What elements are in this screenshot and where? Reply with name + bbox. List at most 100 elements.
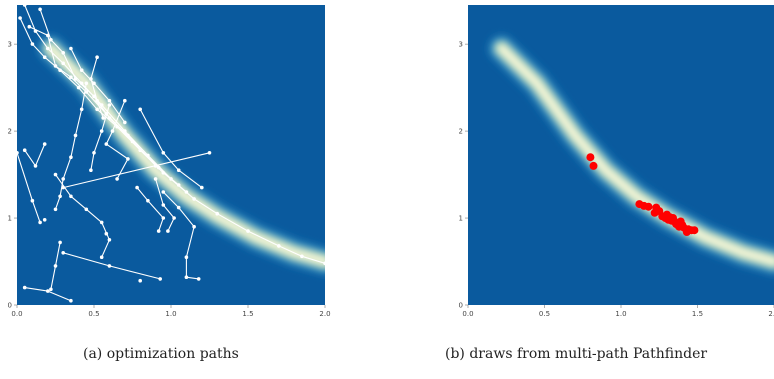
optimization-path-18 bbox=[139, 109, 203, 189]
path-point bbox=[95, 98, 99, 103]
x-tick-label: 2.0 bbox=[768, 310, 774, 318]
path-point bbox=[95, 55, 99, 59]
x-tick-label: 1.5 bbox=[242, 310, 253, 318]
path-point bbox=[22, 285, 27, 290]
path-point bbox=[156, 165, 161, 170]
path-point bbox=[58, 240, 62, 245]
path-point bbox=[38, 7, 42, 12]
path-point bbox=[53, 264, 58, 268]
path-point bbox=[323, 261, 325, 266]
path-point bbox=[79, 107, 84, 112]
path-point bbox=[107, 264, 112, 268]
path-point bbox=[115, 177, 119, 181]
y-tick-label: 0 bbox=[459, 302, 463, 310]
path-point bbox=[18, 16, 22, 20]
path-point bbox=[99, 129, 104, 133]
path-point bbox=[138, 148, 142, 152]
path-point bbox=[79, 68, 84, 72]
y-tick-label: 1 bbox=[459, 215, 463, 223]
path-point bbox=[84, 207, 89, 212]
path-point bbox=[196, 277, 201, 281]
path-point bbox=[61, 251, 65, 255]
path-point bbox=[138, 107, 142, 112]
path-point bbox=[22, 5, 27, 7]
path-point bbox=[123, 120, 127, 125]
x-tick-label: 1.0 bbox=[165, 310, 176, 318]
path-point bbox=[146, 153, 150, 158]
path-point bbox=[42, 55, 47, 59]
path-point bbox=[89, 77, 93, 81]
optimization-path-9 bbox=[63, 152, 210, 189]
path-point bbox=[104, 142, 109, 146]
path-point bbox=[42, 218, 47, 222]
path-point bbox=[79, 81, 84, 86]
panel-a-y-axis: 0 1 2 3 bbox=[8, 41, 17, 310]
path-point bbox=[200, 185, 204, 190]
x-tick-label: 0.0 bbox=[11, 310, 22, 318]
path-point bbox=[176, 168, 181, 172]
optimization-path-17 bbox=[90, 57, 104, 119]
path-point bbox=[207, 151, 212, 155]
path-point bbox=[107, 116, 112, 120]
path-point bbox=[99, 220, 104, 225]
path-point bbox=[61, 185, 65, 190]
path-point bbox=[161, 171, 166, 175]
y-tick-label: 2 bbox=[8, 128, 12, 136]
x-tick-label: 0.5 bbox=[539, 310, 550, 318]
path-point bbox=[156, 229, 161, 233]
density-contour-6 bbox=[499, 46, 774, 264]
path-point bbox=[246, 229, 250, 233]
pathfinder-draw bbox=[690, 226, 699, 235]
path-point bbox=[135, 185, 139, 190]
x-tick-label: 2.0 bbox=[319, 310, 330, 318]
panel-b-density-band bbox=[486, 33, 774, 277]
path-point bbox=[33, 29, 38, 33]
path-point bbox=[192, 224, 196, 229]
path-point bbox=[123, 98, 127, 103]
x-tick-label: 1.0 bbox=[615, 310, 626, 318]
y-tick-label: 3 bbox=[459, 41, 463, 49]
path-point bbox=[130, 139, 135, 144]
path-point bbox=[184, 255, 189, 259]
caption-b: (b) draws from multi-path Pathfinder bbox=[445, 346, 708, 362]
path-point bbox=[101, 116, 105, 120]
path-point bbox=[110, 129, 115, 133]
path-point bbox=[92, 94, 96, 99]
panel-b-pathfinder-draws: 0.0 0.5 1.0 1.5 2.0 0 1 2 3 bbox=[459, 5, 774, 318]
path-point bbox=[146, 198, 150, 203]
path-point bbox=[107, 98, 112, 103]
path-point bbox=[215, 211, 219, 216]
path-point bbox=[42, 142, 47, 146]
path-point bbox=[73, 133, 78, 138]
caption-a: (a) optimization paths bbox=[83, 346, 239, 362]
path-point bbox=[46, 289, 50, 293]
optimization-path-20 bbox=[136, 187, 164, 232]
path-point bbox=[92, 81, 96, 86]
path-point bbox=[184, 190, 189, 194]
panel-b-x-axis: 0.0 0.5 1.0 1.5 2.0 bbox=[462, 305, 774, 318]
path-point bbox=[161, 151, 166, 155]
panel-a-path-points bbox=[17, 5, 325, 303]
path-point bbox=[69, 46, 73, 51]
y-tick-label: 2 bbox=[459, 128, 463, 136]
path-point bbox=[76, 85, 81, 90]
path-point bbox=[161, 203, 166, 207]
x-tick-label: 0.0 bbox=[462, 310, 473, 318]
path-point bbox=[84, 81, 89, 86]
path-point bbox=[17, 151, 19, 155]
panel-b-draws bbox=[586, 153, 699, 236]
path-point bbox=[61, 61, 65, 66]
optimization-path-8 bbox=[55, 174, 110, 258]
path-point bbox=[46, 46, 50, 51]
path-point bbox=[104, 111, 109, 116]
path-point bbox=[99, 103, 104, 107]
panel-a-optimization-paths: 0.0 0.5 1.0 1.5 2.0 0 1 2 3 bbox=[8, 5, 331, 318]
path-point bbox=[153, 164, 158, 168]
path-point bbox=[161, 190, 166, 194]
path-point bbox=[30, 198, 35, 203]
path-point bbox=[69, 194, 73, 199]
optimization-path-14 bbox=[162, 191, 199, 280]
path-point bbox=[99, 255, 104, 259]
path-point bbox=[61, 51, 65, 55]
y-tick-label: 1 bbox=[8, 215, 12, 223]
